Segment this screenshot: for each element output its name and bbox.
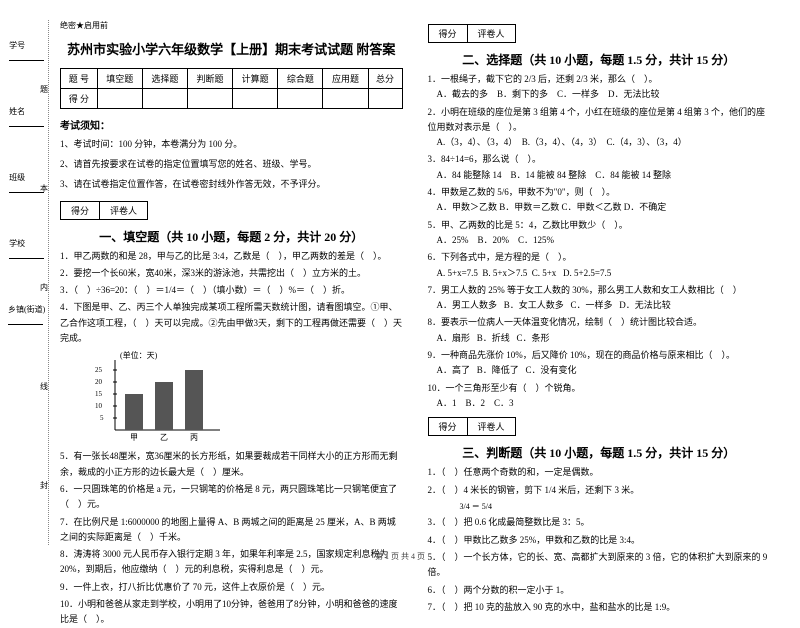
score-box-1: 得分 评卷人 — [60, 201, 148, 220]
svg-text:10: 10 — [95, 402, 103, 410]
notice-2: 2、请首先按要求在试卷的指定位置填写您的姓名、班级、学号。 — [60, 156, 403, 172]
q1-2: 2．要挖一个长60米，宽40米，深3米的游泳池，共需挖出（ ）立方米的土。 — [60, 266, 403, 281]
bar-chart: (单位：天) 25 20 15 10 5 甲 乙 丙 — [90, 350, 403, 445]
q1-5: 5．有一张长48厘米，宽36厘米的长方形纸，如果要裁成若干同样大小的正方形而无剩… — [60, 449, 403, 480]
label-name: 姓名 — [9, 107, 25, 116]
left-column: 绝密★启用前 苏州市实验小学六年级数学【上册】期末考试试题 附答案 题 号 填空… — [60, 20, 403, 530]
q2-10: 10．一个三角形至少有（ ）个锐角。 A．1 B．2 C．3 — [428, 381, 771, 412]
q2-4: 4．甲数是乙数的 5/6，甲数不为"0"，则（ ）。 A．甲数＞乙数 B．甲数＝… — [428, 185, 771, 216]
fold-line — [48, 20, 49, 545]
secret-tag: 绝密★启用前 — [60, 20, 403, 31]
label-class: 班级 — [9, 173, 25, 182]
q3-frac: 3/4 ＝ 5/4 — [428, 500, 771, 514]
label-school: 学校 — [9, 239, 25, 248]
chart-ylabel: (单位：天) — [120, 350, 158, 360]
q1-3: 3．（ ）÷36=20：（ ）＝1/4＝（ ）（填小数）＝（ ）%＝（ ）折。 — [60, 283, 403, 298]
q1-7: 7．在比例尺是 1:6000000 的地图上量得 A、B 两城之间的距离是 25… — [60, 515, 403, 546]
q2-7: 7．男工人数的 25% 等于女工人数的 30%，那么男工人数和女工人数相比（ ）… — [428, 283, 771, 314]
q1-1: 1．甲乙两数的和是 28，甲与乙的比是 3:4，乙数是（ ），甲乙两数的差是（ … — [60, 249, 403, 264]
part2-title: 二、选择题（共 10 小题，每题 1.5 分，共计 15 分） — [428, 51, 771, 68]
part3-title: 三、判断题（共 10 小题，每题 1.5 分，共计 15 分） — [428, 444, 771, 461]
q1-4: 4．下图是甲、乙、丙三个人单独完成某项工程所需天数统计图，请看图填空。①甲、乙合… — [60, 300, 403, 346]
page-footer: 第 1 页 共 4 页 — [0, 551, 800, 562]
chart-svg: (单位：天) 25 20 15 10 5 甲 乙 丙 — [90, 350, 230, 445]
q3-7: 7．（ ）把 10 克的盐放入 90 克的水中，盐和盐水的比是 1:9。 — [428, 600, 771, 615]
svg-text:甲: 甲 — [130, 433, 138, 442]
q1-10: 10．小明和爸爸从家走到学校，小明用了10分钟，爸爸用了8分钟，小明和爸爸的速度… — [60, 597, 403, 628]
q3-2: 2．（ ）4 米长的钢管，剪下 1/4 米后，还剩下 3 米。 — [428, 483, 771, 498]
label-id: 学号 — [9, 41, 25, 50]
score-table: 题 号 填空题 选择题 判断题 计算题 综合题 应用题 总分 得 分 — [60, 68, 403, 109]
q3-1: 1．（ ）任意两个奇数的和，一定是偶数。 — [428, 465, 771, 480]
q3-6: 6．（ ）两个分数的积一定小于 1。 — [428, 583, 771, 598]
q2-9: 9．一种商品先涨价 10%，后又降价 10%，现在的商品价格与原来相比（ ）。 … — [428, 348, 771, 379]
q2-5: 5．甲、乙两数的比是 5：4，乙数比甲数少（ ）。 A．25% B．20% C．… — [428, 218, 771, 249]
svg-text:5: 5 — [100, 414, 104, 422]
part1-title: 一、填空题（共 10 小题，每题 2 分，共计 20 分） — [60, 228, 403, 245]
q3-4: 4．（ ）甲数比乙数多 25%，甲数和乙数的比是 3:4。 — [428, 533, 771, 548]
svg-text:15: 15 — [95, 390, 103, 398]
notice-1: 1、考试时间：100 分钟，本卷满分为 100 分。 — [60, 136, 403, 152]
svg-text:丙: 丙 — [190, 433, 198, 442]
q2-1: 1．一根绳子，截下它的 2/3 后，还剩 2/3 米，那么（ ）。 A．截去的多… — [428, 72, 771, 103]
notice-3: 3、请在试卷指定位置作答，在试卷密封线外作答无效，不予评分。 — [60, 176, 403, 192]
q1-6: 6．一只圆珠笔的价格是 a 元，一只钢笔的价格是 8 元，两只圆珠笔比一只钢笔便… — [60, 482, 403, 513]
q1-9: 9．一件上衣，打八折比优惠价了 70 元，这件上衣原价是（ ）元。 — [60, 580, 403, 595]
svg-text:乙: 乙 — [160, 433, 168, 442]
score-box-3: 得分 评卷人 — [428, 417, 516, 436]
right-column: 得分 评卷人 二、选择题（共 10 小题，每题 1.5 分，共计 15 分） 1… — [428, 20, 771, 530]
notice-head: 考试须知： — [60, 117, 403, 132]
score-box-2: 得分 评卷人 — [428, 24, 516, 43]
svg-text:20: 20 — [95, 378, 103, 386]
dotted-chars: 题 本 内 线 封 — [40, 40, 48, 535]
exam-title: 苏州市实验小学六年级数学【上册】期末考试试题 附答案 — [60, 39, 403, 58]
q2-3: 3．84÷14=6，那么说（ ）。 A．84 能整除 14 B．14 能被 84… — [428, 152, 771, 183]
q2-8: 8．要表示一位病人一天体温变化情况，绘制（ ）统计图比较合适。 A．扇形 B．折… — [428, 315, 771, 346]
svg-text:25: 25 — [95, 366, 103, 374]
q3-3: 3．（ ）把 0.6 化成最简整数比是 3：5。 — [428, 515, 771, 530]
q2-6: 6．下列各式中，是方程的是（ ）。 A. 5+x=7.5 B. 5+x＞7.5 … — [428, 250, 771, 281]
q2-2: 2．小明在班级的座位是第 3 组第 4 个，小红在班级的座位是第 4 组第 3 … — [428, 105, 771, 151]
